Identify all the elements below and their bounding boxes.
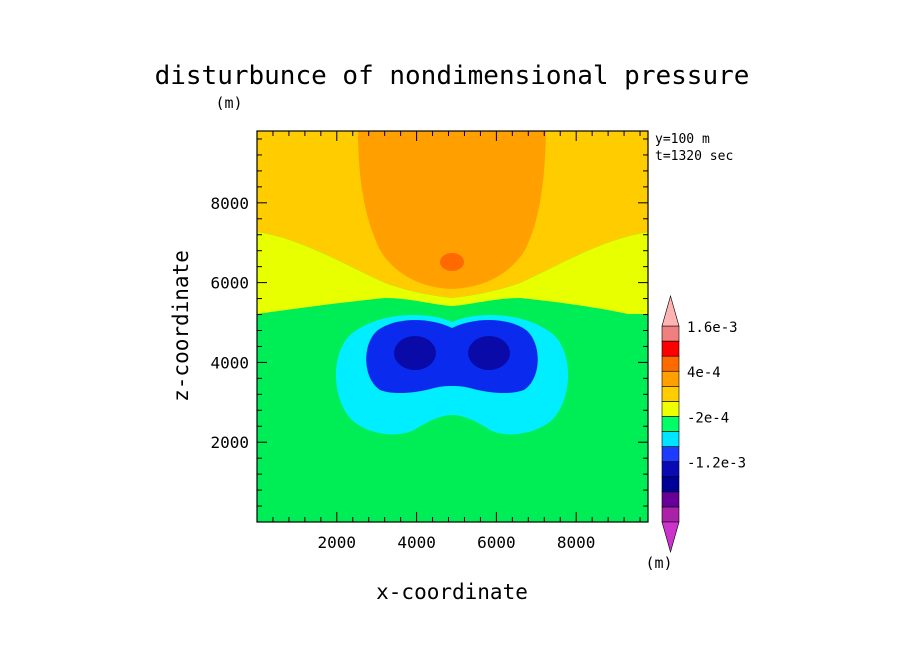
y-tick-label: 2000: [210, 433, 249, 452]
x-tick-label: 6000: [477, 533, 516, 552]
colorbar-upper-triangle: [661, 294, 680, 327]
annotations: y=100 m t=1320 sec: [655, 132, 733, 164]
colorbar-segment: [661, 506, 680, 523]
colorbar-segment: [661, 476, 680, 493]
annotation-text: t=1320 sec: [655, 149, 733, 164]
contour-fill-darkblue-right: [468, 336, 510, 370]
contour-fill-blue: [366, 320, 538, 394]
x-tick-label: 2000: [318, 533, 357, 552]
colorbar-tick-label: -1.2e-3: [687, 456, 746, 472]
colorbar-segment: [661, 431, 680, 447]
colorbar-segment: [661, 386, 680, 402]
colorbar-segment: [661, 446, 680, 462]
title-unit: (m): [215, 94, 242, 112]
x-tick-label: 8000: [557, 533, 596, 552]
colorbar-segment: [661, 401, 680, 417]
x-axis-label: x-coordinate: [376, 580, 528, 604]
colorbar-tick-label: -2e-4: [687, 410, 729, 426]
colorbar-tick-label: 1.6e-3: [687, 320, 738, 336]
chart-title: disturbunce of nondimensional pressure: [155, 61, 750, 91]
contour-plot-area: 2000 4000 6000 8000 2000 4000 6000 8000: [210, 130, 649, 552]
colorbar-tick-label: 4e-4: [687, 365, 721, 381]
colorbar-segment: [661, 325, 680, 342]
plot-frame: [256, 130, 649, 523]
colorbar-lower-triangle: [661, 521, 680, 554]
y-tick-label: 6000: [210, 274, 249, 293]
colorbar-segment: [661, 416, 680, 432]
colorbar-segment: [661, 370, 680, 387]
colorbar-segment: [661, 340, 680, 357]
contour-fill-orange-plume: [358, 131, 546, 289]
annotation-text: y=100 m: [655, 132, 710, 147]
contour-fill-red-core: [440, 253, 464, 271]
contour-fill-yellow: [257, 232, 648, 314]
colorbar-unit: (m): [645, 554, 672, 572]
colorbar-segment: [661, 491, 680, 508]
contour-fill-darkblue-left: [394, 336, 436, 370]
x-tick-label: 4000: [397, 533, 436, 552]
y-tick-label: 4000: [210, 353, 249, 372]
colorbar-segment: [661, 355, 680, 372]
axis-ticks: 2000 4000 6000 8000 2000 4000 6000 8000: [210, 131, 648, 552]
colorbar-segment: [661, 461, 680, 478]
colorbar: 1.6e-3 4e-4 -2e-4 -1.2e-3: [661, 294, 746, 554]
y-axis-label: z-coordinate: [169, 250, 193, 402]
y-tick-label: 8000: [210, 194, 249, 213]
